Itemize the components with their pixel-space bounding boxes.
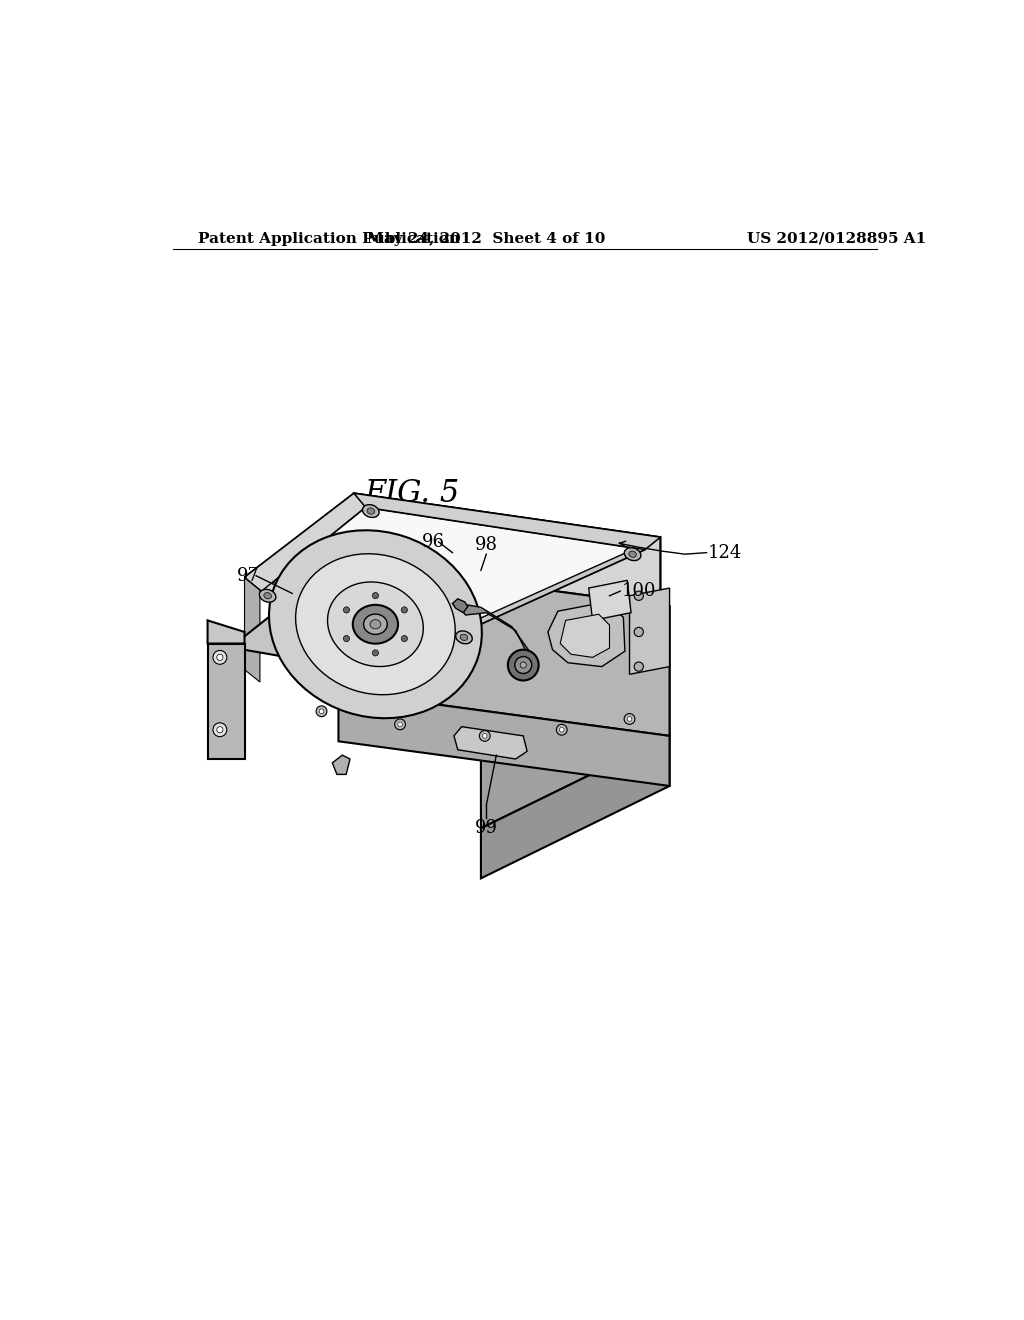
Circle shape (634, 627, 643, 636)
Circle shape (373, 649, 379, 656)
Circle shape (343, 607, 349, 612)
Polygon shape (454, 726, 527, 759)
Polygon shape (261, 507, 645, 632)
Text: 100: 100 (622, 582, 656, 601)
Ellipse shape (460, 634, 468, 640)
Ellipse shape (264, 593, 271, 599)
Polygon shape (548, 602, 625, 667)
Text: 98: 98 (475, 536, 498, 554)
Text: 97: 97 (237, 566, 260, 585)
Polygon shape (333, 755, 350, 775)
Polygon shape (245, 577, 260, 682)
Ellipse shape (625, 548, 641, 561)
Circle shape (217, 655, 223, 660)
Polygon shape (245, 494, 660, 620)
Polygon shape (339, 562, 670, 737)
Polygon shape (354, 494, 660, 647)
Text: May 24, 2012  Sheet 4 of 10: May 24, 2012 Sheet 4 of 10 (368, 231, 605, 246)
Circle shape (628, 717, 632, 721)
Circle shape (508, 649, 539, 681)
Text: FIG. 5: FIG. 5 (364, 478, 459, 510)
Polygon shape (453, 599, 468, 612)
Ellipse shape (364, 614, 387, 635)
Text: 96: 96 (422, 533, 444, 550)
Circle shape (213, 723, 226, 737)
Polygon shape (208, 620, 245, 644)
Polygon shape (245, 494, 366, 591)
Polygon shape (230, 562, 670, 692)
Polygon shape (462, 605, 535, 669)
Circle shape (625, 714, 635, 725)
Polygon shape (208, 644, 245, 759)
Circle shape (479, 730, 490, 742)
Circle shape (520, 663, 526, 668)
Circle shape (482, 734, 487, 738)
Text: Patent Application Publication: Patent Application Publication (198, 231, 460, 246)
Ellipse shape (456, 631, 472, 644)
Circle shape (343, 635, 349, 642)
Circle shape (316, 706, 327, 717)
Ellipse shape (362, 504, 379, 517)
Circle shape (397, 722, 402, 726)
Text: 99: 99 (475, 820, 498, 837)
Polygon shape (339, 692, 670, 785)
Ellipse shape (328, 582, 423, 667)
Polygon shape (475, 537, 660, 739)
Ellipse shape (259, 589, 275, 602)
Circle shape (401, 607, 408, 612)
Circle shape (515, 656, 531, 673)
Polygon shape (354, 494, 660, 549)
Circle shape (373, 593, 379, 599)
Circle shape (394, 719, 406, 730)
Circle shape (559, 727, 564, 733)
Circle shape (217, 726, 223, 733)
Polygon shape (589, 581, 631, 620)
Polygon shape (560, 614, 609, 657)
Ellipse shape (296, 554, 456, 694)
Circle shape (634, 591, 643, 601)
Polygon shape (481, 607, 670, 829)
Polygon shape (630, 589, 670, 675)
Circle shape (401, 635, 408, 642)
Polygon shape (462, 537, 660, 632)
Ellipse shape (370, 619, 381, 628)
Ellipse shape (629, 550, 636, 557)
Circle shape (556, 725, 567, 735)
Circle shape (634, 663, 643, 672)
Text: US 2012/0128895 A1: US 2012/0128895 A1 (746, 231, 926, 246)
Circle shape (213, 651, 226, 664)
Circle shape (319, 709, 324, 714)
Text: 124: 124 (708, 544, 742, 561)
Ellipse shape (353, 605, 398, 644)
Ellipse shape (367, 508, 375, 515)
Ellipse shape (269, 531, 482, 718)
Polygon shape (245, 577, 475, 632)
Polygon shape (481, 737, 670, 878)
